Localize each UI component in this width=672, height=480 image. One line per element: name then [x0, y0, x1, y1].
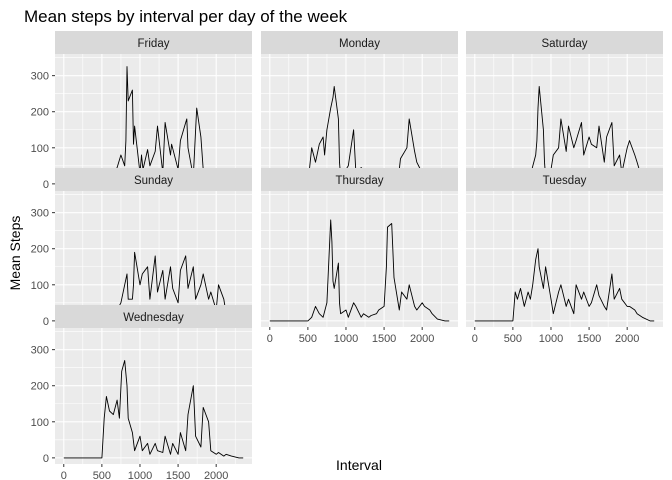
facet-strip-label: Friday [138, 38, 170, 50]
panel-background [261, 54, 458, 190]
facet-strip [466, 168, 663, 191]
facet-strip [55, 305, 252, 328]
facet-friday: Friday 0 100 200 300 [31, 31, 252, 191]
y-tick-label: 200 [31, 107, 49, 119]
x-tick-label: 500 [504, 333, 522, 345]
facet-monday: Monday [261, 31, 458, 190]
facet-strip-label: Wednesday [123, 312, 184, 324]
panel-background [55, 191, 252, 327]
facet-wednesday: Wednesday 0 100 200 300 0 500 1000 1500 2000 [31, 305, 252, 480]
facet-strip [261, 168, 458, 191]
x-tick-label: 1000 [539, 333, 563, 345]
series-line-wednesday [63, 360, 244, 459]
facet-panels: Friday 0 100 200 300 Monday Saturday Sunday 0 100… [31, 31, 663, 480]
y-tick-label: 200 [31, 381, 49, 393]
x-tick-label: 500 [93, 470, 111, 480]
x-tick-label: 2000 [204, 470, 228, 480]
facet-strip-label: Thursday [336, 175, 384, 187]
x-tick-label: 1500 [577, 333, 601, 345]
facet-strip [466, 31, 663, 54]
y-tick-label: 300 [31, 71, 49, 83]
panel-background [55, 328, 252, 464]
x-tick-label: 0 [61, 470, 67, 480]
facet-strip [261, 31, 458, 54]
panel-background [466, 54, 663, 190]
x-tick-label: 1000 [128, 470, 152, 480]
x-tick-label: 1500 [372, 333, 396, 345]
series-line-tuesday [474, 248, 655, 322]
y-tick-label: 0 [43, 179, 49, 191]
chart-title: Mean steps by interval per day of the we… [24, 7, 348, 26]
panel-background [466, 191, 663, 327]
x-tick-label: 2000 [615, 333, 639, 345]
x-tick-label: 1500 [166, 470, 190, 480]
y-tick-label: 100 [31, 143, 49, 155]
series-line-thursday [269, 219, 450, 322]
panel-background [55, 54, 252, 190]
y-axis-title: Mean Steps [7, 216, 23, 291]
facet-thursday: Thursday 0 500 1000 1500 2000 [261, 168, 458, 345]
x-tick-label: 0 [472, 333, 478, 345]
series-line-monday [269, 86, 450, 185]
facet-strip-label: Sunday [134, 175, 173, 187]
y-tick-label: 100 [31, 280, 49, 292]
facet-strip [55, 168, 252, 191]
panel-background [261, 191, 458, 327]
y-tick-label: 300 [31, 208, 49, 220]
y-tick-label: 0 [43, 316, 49, 328]
y-tick-label: 100 [31, 417, 49, 429]
facet-strip [55, 31, 252, 54]
facet-strip-label: Tuesday [543, 175, 587, 187]
facet-sunday: Sunday 0 100 200 300 [31, 168, 252, 328]
facet-tuesday: Tuesday 0 500 1000 1500 2000 [466, 168, 663, 345]
x-axis-title: Interval [336, 457, 382, 473]
facet-saturday: Saturday [466, 31, 663, 190]
x-tick-label: 2000 [410, 333, 434, 345]
facet-strip-label: Monday [339, 38, 380, 50]
facet-strip-label: Saturday [541, 38, 587, 50]
x-tick-label: 0 [267, 333, 273, 345]
y-tick-label: 0 [43, 453, 49, 465]
x-tick-label: 1000 [334, 333, 358, 345]
x-tick-label: 500 [299, 333, 317, 345]
y-tick-label: 300 [31, 345, 49, 357]
y-tick-label: 200 [31, 244, 49, 256]
